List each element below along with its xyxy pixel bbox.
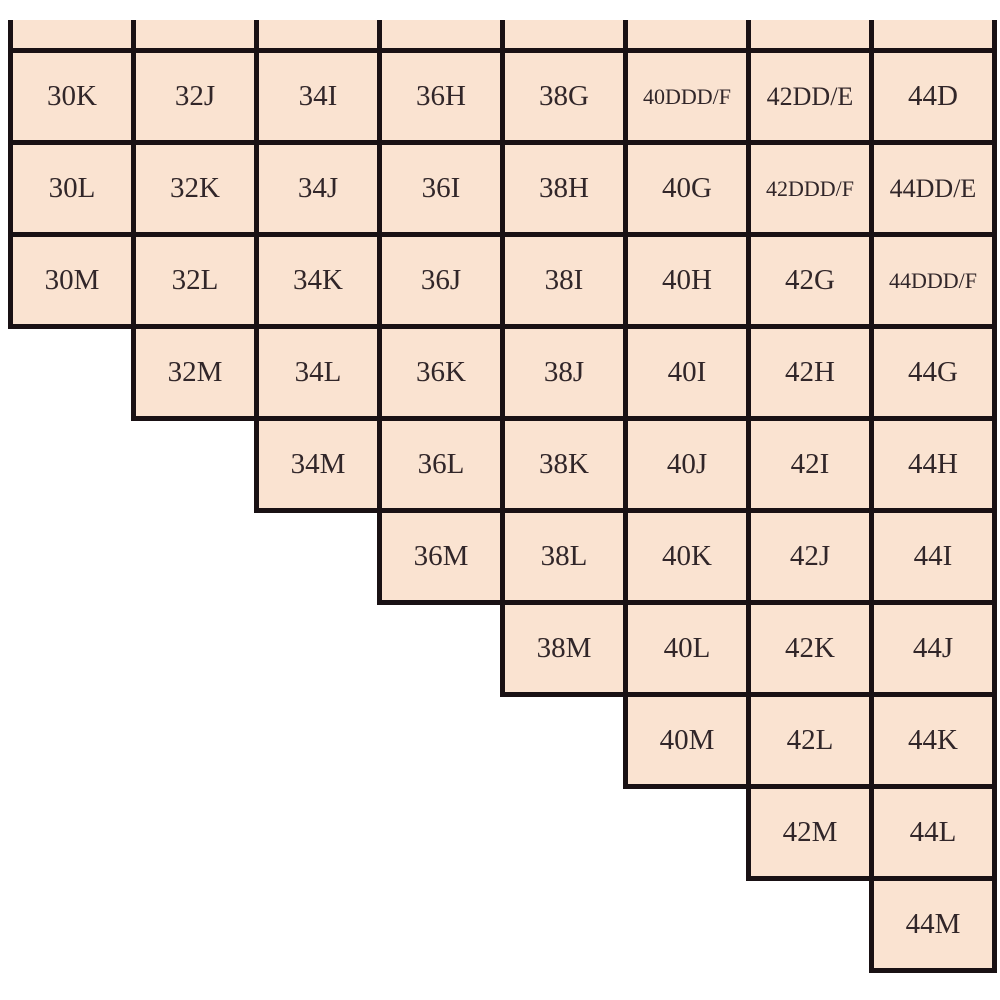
size-cell-38m: 38M (500, 600, 628, 697)
size-cell-36k: 36K (377, 324, 505, 421)
size-cell-30k: 30K (8, 48, 136, 145)
size-cell-34m: 34M (254, 416, 382, 513)
size-cell-30m: 30M (8, 232, 136, 329)
size-cell-44d: 44D (869, 48, 997, 145)
size-cell-42i: 42I (746, 416, 874, 513)
size-cell-44dd-e: 44DD/E (869, 140, 997, 237)
partial-size-cell (131, 20, 259, 53)
size-cell-44g: 44G (869, 324, 997, 421)
size-cell-44m: 44M (869, 876, 997, 973)
size-cell-42l: 42L (746, 692, 874, 789)
size-cell-34j: 34J (254, 140, 382, 237)
size-cell-40g: 40G (623, 140, 751, 237)
size-cell-44j: 44J (869, 600, 997, 697)
size-cell-40j: 40J (623, 416, 751, 513)
size-cell-40h: 40H (623, 232, 751, 329)
size-cell-32k: 32K (131, 140, 259, 237)
size-cell-42dd-e: 42DD/E (746, 48, 874, 145)
size-cell-44ddd-f: 44DDD/F (869, 232, 997, 329)
size-cell-36h: 36H (377, 48, 505, 145)
size-cell-32m: 32M (131, 324, 259, 421)
size-cell-42j: 42J (746, 508, 874, 605)
size-cell-38l: 38L (500, 508, 628, 605)
size-cell-42k: 42K (746, 600, 874, 697)
size-cell-36j: 36J (377, 232, 505, 329)
size-cell-30l: 30L (8, 140, 136, 237)
size-cell-40l: 40L (623, 600, 751, 697)
size-cell-40m: 40M (623, 692, 751, 789)
size-cell-38g: 38G (500, 48, 628, 145)
size-cell-42ddd-f: 42DDD/F (746, 140, 874, 237)
size-cell-40k: 40K (623, 508, 751, 605)
size-cell-36m: 36M (377, 508, 505, 605)
size-cell-36l: 36L (377, 416, 505, 513)
size-cell-44h: 44H (869, 416, 997, 513)
size-cell-40i: 40I (623, 324, 751, 421)
size-cell-42g: 42G (746, 232, 874, 329)
size-cell-38j: 38J (500, 324, 628, 421)
size-cell-44l: 44L (869, 784, 997, 881)
size-cell-38h: 38H (500, 140, 628, 237)
size-cell-32l: 32L (131, 232, 259, 329)
size-cell-38k: 38K (500, 416, 628, 513)
size-cell-44i: 44I (869, 508, 997, 605)
size-cell-34l: 34L (254, 324, 382, 421)
size-cell-42m: 42M (746, 784, 874, 881)
size-cell-38i: 38I (500, 232, 628, 329)
size-cell-36i: 36I (377, 140, 505, 237)
size-cell-34i: 34I (254, 48, 382, 145)
size-cell-40ddd-f: 40DDD/F (623, 48, 751, 145)
size-cell-34k: 34K (254, 232, 382, 329)
size-cell-42h: 42H (746, 324, 874, 421)
size-cell-32j: 32J (131, 48, 259, 145)
size-cell-44k: 44K (869, 692, 997, 789)
